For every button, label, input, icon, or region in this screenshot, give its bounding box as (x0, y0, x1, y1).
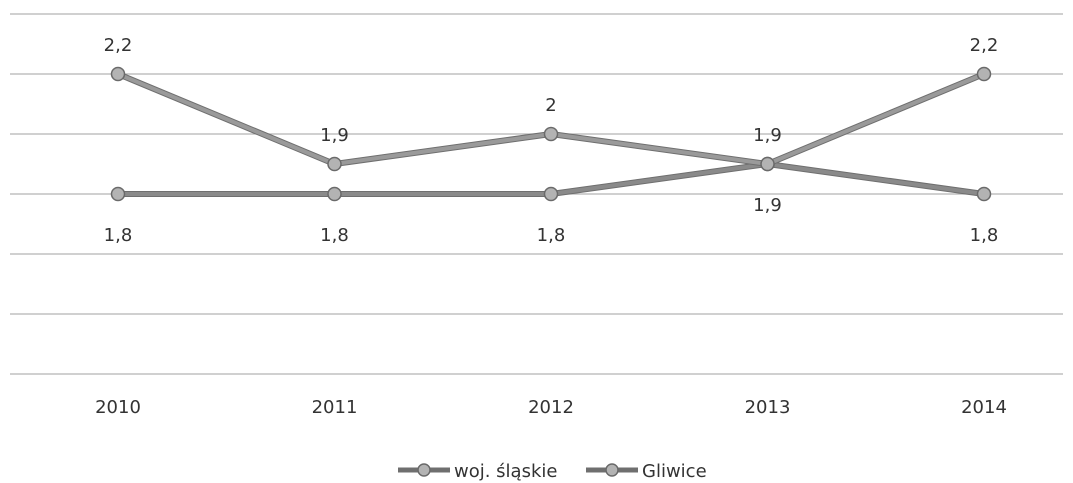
data-label: 1,8 (104, 225, 133, 246)
legend-label: Gliwice (642, 461, 707, 482)
data-point (110, 66, 126, 82)
x-tick-label: 2011 (312, 397, 358, 418)
x-tick-label: 2014 (961, 397, 1007, 418)
data-point (760, 156, 775, 172)
data-point (327, 156, 342, 172)
x-tick-label: 2010 (95, 397, 141, 418)
legend-marker (605, 463, 619, 477)
series-lines (110, 66, 992, 202)
data-label: 1,8 (537, 225, 566, 246)
data-point (976, 186, 992, 202)
data-point (543, 186, 559, 202)
legend-marker (417, 463, 431, 477)
series-line-shadow (116, 71, 986, 167)
data-point (327, 186, 342, 202)
data-label: 2,2 (970, 35, 999, 56)
data-point (976, 66, 992, 82)
data-label: 2,2 (104, 35, 133, 56)
data-label: 1,9 (753, 125, 782, 146)
data-labels: 1,8 1,8 1,8 1,9 1,8 2,2 1,9 2 1,9 2,2 (104, 35, 999, 246)
data-label: 1,9 (753, 195, 782, 216)
legend: woj. śląskie Gliwice (398, 461, 707, 482)
x-tick-label: 2012 (528, 397, 574, 418)
x-axis: 2010 2011 2012 2013 2014 (95, 397, 1007, 418)
data-label: 1,9 (320, 125, 349, 146)
legend-label: woj. śląskie (454, 461, 557, 482)
data-label: 1,8 (970, 225, 999, 246)
data-point (110, 186, 126, 202)
data-label: 1,8 (320, 225, 349, 246)
data-point (543, 126, 559, 142)
x-tick-label: 2013 (745, 397, 791, 418)
series-line (117, 72, 985, 166)
data-label: 2 (545, 95, 556, 116)
